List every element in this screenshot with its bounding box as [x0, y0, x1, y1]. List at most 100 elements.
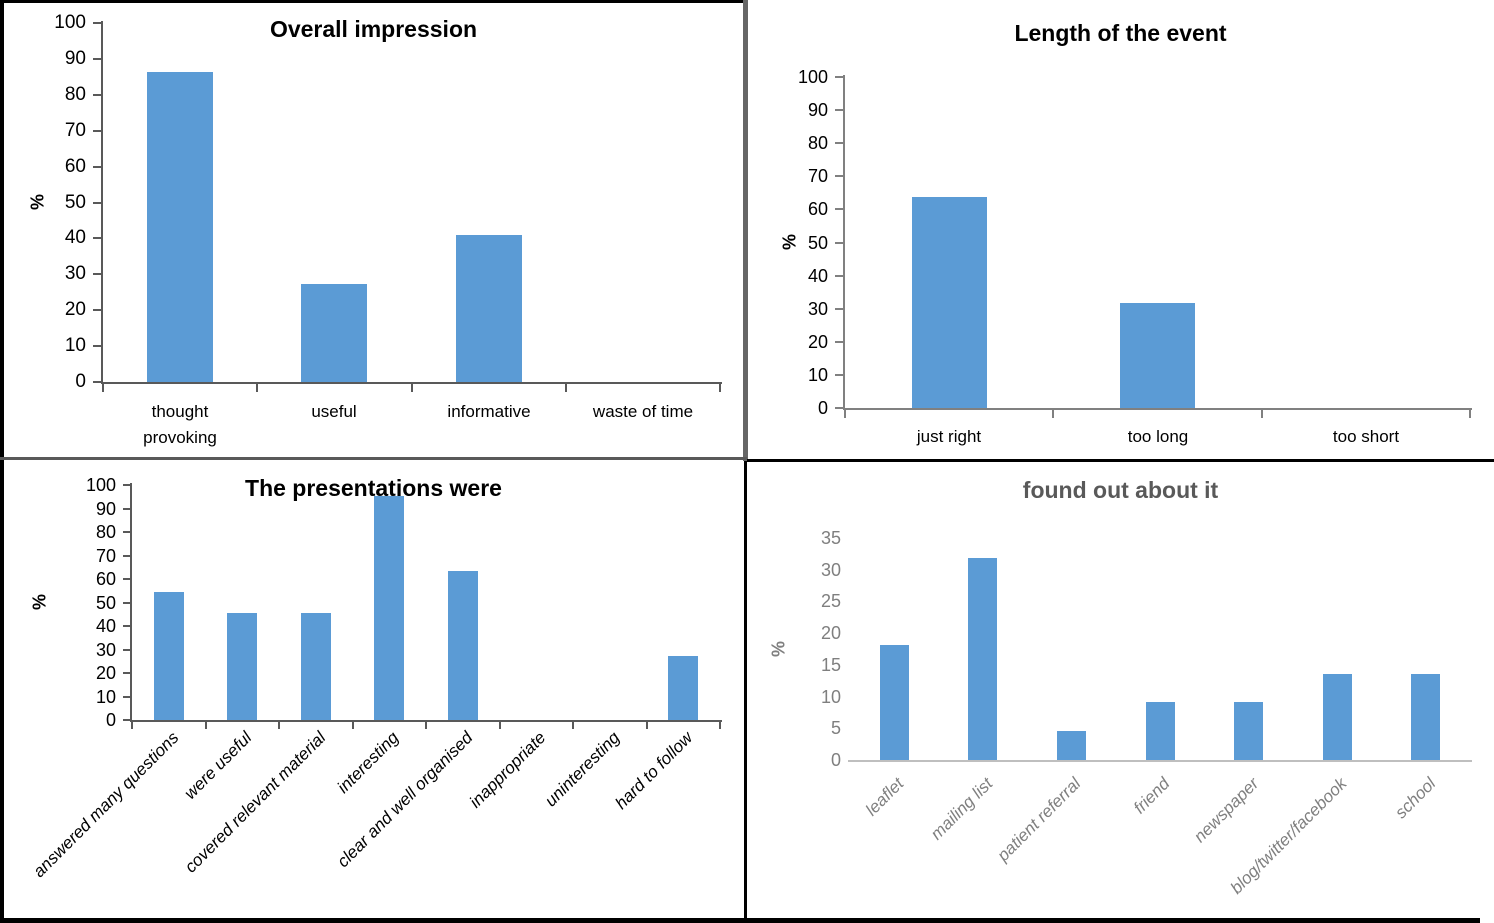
y-tick-label: 70: [64, 119, 86, 141]
panel-overall-impression: Overall impression % 0 10 20 30 40 50 60 70 80 90…: [0, 0, 747, 461]
x-axis-line: [843, 408, 1472, 410]
y-tick: [123, 507, 130, 510]
y-tick: [93, 201, 101, 204]
x-category-label: informative: [447, 402, 531, 421]
x-tick: [102, 384, 104, 392]
y-tick: [835, 340, 843, 343]
y-tick-label: 10: [807, 364, 828, 385]
y-tick-label: 0: [75, 371, 86, 392]
bar: [968, 558, 997, 760]
x-tick: [1052, 410, 1055, 418]
frame-bottom-border: [0, 918, 1480, 923]
plot-overall-impression: 0 10 20 30 40 50 60 70 80 90 100 thought provoking u…: [0, 0, 747, 461]
y-tick: [123, 672, 130, 674]
y-tick-label: 60: [64, 155, 86, 177]
bar: [456, 235, 522, 382]
chart-title-length-of-event: Length of the event: [1014, 20, 1227, 46]
bar: [147, 72, 213, 382]
bar: [301, 613, 331, 720]
panel-divider-vertical-bottom: [744, 461, 747, 923]
x-tick: [131, 722, 133, 729]
y-tick-label: 50: [64, 191, 86, 213]
y-tick: [93, 57, 101, 60]
y-tick: [93, 129, 101, 132]
frame-left-border: [0, 0, 4, 923]
bar: [301, 284, 367, 382]
y-tick-label: 10: [820, 686, 841, 707]
y-tick: [835, 307, 843, 310]
y-tick: [835, 109, 843, 112]
y-tick-label: 90: [64, 47, 86, 69]
y-tick: [835, 407, 843, 409]
plot-presentations-were: 0 10 20 30 40 50 60 70 80 90 100 answered many ques…: [0, 461, 747, 923]
bar: [227, 613, 257, 720]
x-category-label: too short: [1332, 427, 1400, 446]
y-tick-label: 0: [830, 750, 841, 770]
y-tick-label: 30: [64, 263, 86, 285]
y-tick: [93, 93, 101, 96]
y-tick-label: 0: [105, 710, 116, 730]
x-category-label: waste of time: [592, 402, 694, 421]
y-tick: [93, 165, 101, 168]
y-tick-label: 25: [820, 591, 841, 612]
y-tick-label: 20: [64, 299, 86, 321]
y-tick: [93, 381, 101, 383]
y-tick: [93, 237, 101, 240]
x-tick: [645, 722, 648, 729]
y-tick-label: 100: [54, 12, 86, 33]
y-tick: [93, 345, 101, 348]
chart-title-found-out-about-it: found out about it: [1022, 477, 1219, 503]
bar: [1146, 702, 1175, 760]
y-tick: [93, 273, 101, 276]
y-tick-label: 80: [95, 522, 116, 542]
x-tick: [204, 722, 207, 729]
y-tick-label: 80: [807, 133, 828, 154]
chart-title-overall-impression: Overall impression: [269, 16, 478, 42]
y-tick-label: 20: [95, 663, 116, 683]
y-tick: [123, 719, 130, 721]
y-tick-label: 100: [797, 67, 828, 87]
panel-divider-horizontal-right: [747, 459, 1494, 462]
y-tick-label: 60: [807, 199, 828, 220]
bar: [1411, 674, 1440, 760]
y-tick-label: 70: [807, 166, 828, 187]
x-tick: [719, 722, 721, 729]
bar: [1057, 731, 1086, 760]
y-tick-label: 30: [820, 559, 841, 580]
panel-length-of-event: Length of the event % 0 10 20 30 40 50 60 70 80 9…: [747, 0, 1494, 461]
y-tick: [835, 241, 843, 244]
x-category-label: useful: [311, 402, 357, 421]
y-axis-title-percent: %: [768, 640, 789, 658]
y-tick: [835, 274, 843, 277]
y-tick-label: 5: [830, 718, 841, 739]
bar: [912, 197, 987, 408]
x-tick: [844, 410, 846, 418]
x-tick: [564, 384, 567, 392]
y-tick-label: 40: [807, 265, 828, 286]
y-tick: [835, 175, 843, 178]
y-tick: [835, 373, 843, 376]
plot-found-out-about-it: 0 5 10 15 20 25 30 35 leaflet mailing list patient…: [747, 461, 1494, 923]
bar: [448, 571, 478, 720]
y-axis-title-percent: %: [29, 593, 50, 611]
x-category-label: thought provoking: [143, 402, 217, 447]
bar: [1120, 303, 1195, 408]
x-tick: [719, 384, 721, 392]
bar: [154, 592, 184, 720]
x-axis-line: [101, 382, 722, 384]
x-tick: [410, 384, 413, 392]
x-tick: [498, 722, 501, 729]
y-tick-label: 30: [95, 639, 116, 660]
y-tick-label: 0: [817, 398, 828, 418]
y-tick-label: 40: [95, 616, 116, 636]
y-tick-label: 10: [64, 335, 86, 357]
y-tick-label: 15: [820, 654, 841, 675]
x-tick: [256, 384, 259, 392]
x-tick: [278, 722, 280, 729]
y-tick: [123, 648, 130, 651]
y-tick: [123, 625, 130, 627]
y-tick: [123, 601, 130, 604]
y-tick: [93, 22, 101, 24]
y-axis-line: [101, 21, 103, 384]
